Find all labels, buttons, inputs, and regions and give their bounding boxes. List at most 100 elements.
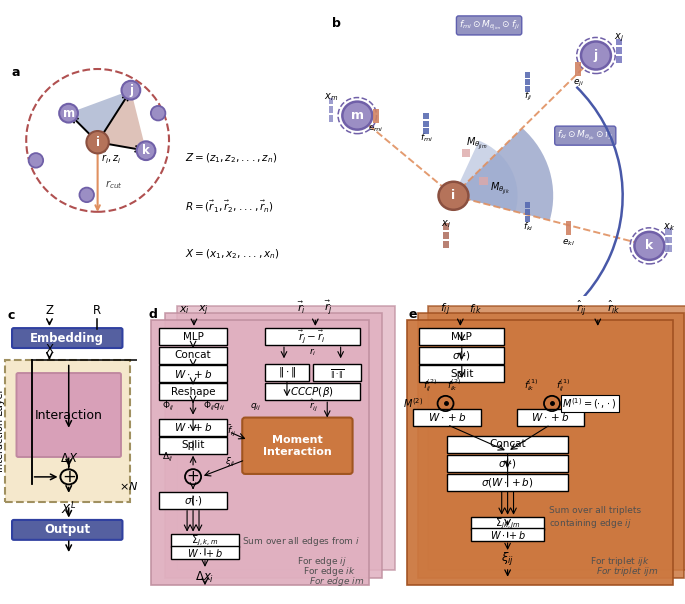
Text: MLP: MLP — [451, 332, 472, 342]
FancyBboxPatch shape — [171, 546, 239, 559]
FancyBboxPatch shape — [12, 328, 123, 348]
FancyBboxPatch shape — [419, 347, 504, 364]
Text: $r_i$: $r_i$ — [309, 347, 316, 359]
Circle shape — [29, 153, 43, 168]
Text: $f_{mi}$: $f_{mi}$ — [420, 132, 433, 144]
Text: $\sigma(\cdot)$: $\sigma(\cdot)$ — [452, 349, 471, 362]
Text: i: i — [451, 189, 456, 202]
Bar — [443, 223, 449, 230]
Text: $W \cdot +b$: $W \cdot +b$ — [428, 411, 466, 423]
Text: i: i — [96, 136, 99, 149]
Text: $\Delta X$: $\Delta X$ — [60, 452, 78, 465]
Bar — [616, 56, 622, 63]
Bar — [443, 232, 449, 239]
FancyBboxPatch shape — [177, 306, 395, 570]
Text: $CCCP(\beta)$: $CCCP(\beta)$ — [290, 385, 334, 399]
Text: k: k — [142, 144, 150, 157]
Text: $\vec{r}_j$: $\vec{r}_j$ — [324, 298, 333, 318]
Bar — [525, 71, 530, 77]
Text: Interaction Layer: Interaction Layer — [0, 388, 5, 472]
Text: For edge $im$: For edge $im$ — [309, 575, 364, 588]
Text: $\Sigma_{j,k,m}$: $\Sigma_{j,k,m}$ — [191, 533, 219, 548]
Circle shape — [59, 104, 78, 123]
Text: $x_i$: $x_i$ — [179, 304, 190, 316]
FancyBboxPatch shape — [151, 320, 369, 585]
Bar — [327, 106, 334, 113]
Text: $W \cdot +b$: $W \cdot +b$ — [187, 547, 223, 559]
FancyBboxPatch shape — [419, 329, 504, 345]
FancyBboxPatch shape — [265, 384, 360, 400]
FancyBboxPatch shape — [471, 517, 545, 530]
Text: $\vec{r}_j - \vec{r}_i$: $\vec{r}_j - \vec{r}_i$ — [299, 329, 326, 345]
FancyBboxPatch shape — [164, 313, 382, 577]
Text: $\vec{r}_i$: $\vec{r}_i$ — [297, 299, 306, 316]
Bar — [327, 98, 334, 104]
Bar — [665, 245, 672, 252]
Text: $W \cdot +b$: $W \cdot +b$ — [174, 368, 212, 379]
FancyBboxPatch shape — [312, 364, 361, 381]
FancyBboxPatch shape — [447, 474, 568, 490]
Text: +: + — [62, 468, 75, 486]
Text: $x_m$: $x_m$ — [323, 91, 338, 103]
Bar — [575, 62, 581, 76]
Text: Output: Output — [44, 524, 90, 536]
Bar — [327, 115, 334, 121]
FancyBboxPatch shape — [159, 384, 227, 400]
FancyBboxPatch shape — [242, 417, 353, 474]
Text: $x_j$: $x_j$ — [198, 303, 209, 318]
Text: $\hat{r}_{ij}$: $\hat{r}_{ij}$ — [576, 298, 587, 318]
Bar — [462, 149, 470, 157]
Text: Reshape: Reshape — [171, 387, 215, 397]
FancyBboxPatch shape — [419, 365, 504, 382]
FancyBboxPatch shape — [159, 365, 227, 382]
Text: $M_{\theta_{jim}}$: $M_{\theta_{jim}}$ — [466, 136, 488, 152]
Text: c: c — [8, 309, 15, 322]
Text: $f_{ik}^{(2)}$: $f_{ik}^{(2)}$ — [447, 378, 461, 393]
Text: $x_i$: $x_i$ — [441, 218, 451, 230]
Text: For triplet $ijm$: For triplet $ijm$ — [596, 565, 658, 578]
Text: $\times N$: $\times N$ — [119, 480, 138, 492]
Circle shape — [342, 101, 372, 130]
Circle shape — [438, 182, 469, 210]
FancyBboxPatch shape — [159, 419, 227, 435]
FancyBboxPatch shape — [5, 360, 129, 503]
Text: $X = (x_1, x_2, ..., x_n)$: $X = (x_1, x_2, ..., x_n)$ — [185, 248, 279, 262]
Text: m: m — [62, 107, 75, 120]
Text: $\xi_{ij}$: $\xi_{ij}$ — [225, 456, 236, 469]
Bar — [665, 237, 672, 243]
Text: Moment
Interaction: Moment Interaction — [263, 435, 332, 457]
Text: $Z = (z_1, z_2, ..., z_n)$: $Z = (z_1, z_2, ..., z_n)$ — [185, 151, 277, 165]
Text: $\sigma(\cdot)$: $\sigma(\cdot)$ — [184, 494, 203, 507]
Bar — [616, 39, 622, 45]
Text: $W \cdot +b$: $W \cdot +b$ — [174, 421, 212, 433]
Bar — [479, 177, 488, 185]
FancyBboxPatch shape — [428, 306, 685, 570]
Text: b: b — [332, 17, 341, 30]
Text: MLP: MLP — [183, 332, 203, 342]
Text: Split: Split — [450, 368, 473, 379]
Text: For triplet $ijk$: For triplet $ijk$ — [590, 555, 649, 568]
FancyBboxPatch shape — [413, 409, 481, 426]
Bar — [525, 216, 530, 222]
Text: $e_{ji}$: $e_{ji}$ — [573, 78, 584, 89]
Text: Concat: Concat — [489, 439, 526, 449]
FancyBboxPatch shape — [16, 373, 121, 457]
Text: Z: Z — [45, 304, 53, 317]
Bar — [443, 241, 449, 248]
Text: Concat: Concat — [175, 350, 212, 360]
FancyBboxPatch shape — [471, 528, 545, 541]
Text: $W \cdot +b$: $W \cdot +b$ — [532, 411, 570, 423]
Bar — [525, 79, 530, 85]
Circle shape — [86, 131, 109, 153]
Text: $f_{ki} \odot M_{\theta_{jik}} \odot f_{ji}$: $f_{ki} \odot M_{\theta_{jik}} \odot f_{… — [557, 129, 614, 143]
Text: $M^{(2)}$: $M^{(2)}$ — [403, 397, 423, 410]
Text: +: + — [187, 469, 199, 484]
Text: $\sigma(\cdot)$: $\sigma(\cdot)$ — [498, 457, 517, 470]
Polygon shape — [98, 90, 146, 150]
Bar — [566, 221, 571, 235]
Text: $x_j$: $x_j$ — [614, 31, 624, 43]
Text: $\Phi_{ij}$: $\Phi_{ij}$ — [162, 400, 175, 413]
Text: $\vec{r}_i, z_i$: $\vec{r}_i, z_i$ — [101, 149, 121, 165]
Text: $\Sigma_{jk,jm}$: $\Sigma_{jk,jm}$ — [495, 516, 521, 531]
Text: $\sigma(W \cdot +b)$: $\sigma(W \cdot +b)$ — [482, 475, 534, 489]
